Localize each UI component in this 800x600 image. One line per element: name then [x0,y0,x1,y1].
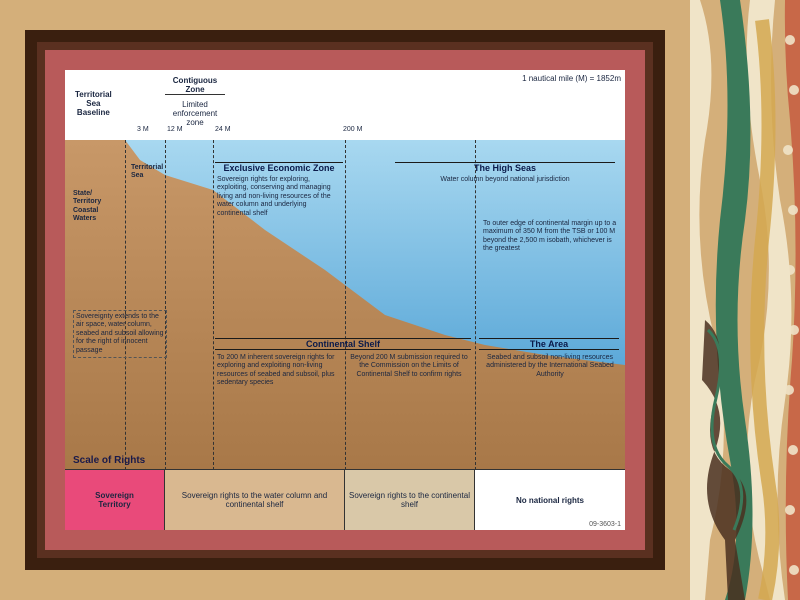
zone-divider [475,140,476,470]
decorative-sidebar [690,0,800,600]
rights-sovereign-territory: Sovereign Territory [65,470,165,530]
eez-body: Sovereign rights for exploring, exploiti… [217,176,341,218]
eez-title: Exclusive Economic Zone [215,162,343,173]
diagram-code: 09-3603-1 [589,521,621,528]
limited-enforcement-label: Limited enforcement zone [170,100,220,127]
dist-12m: 12 M [167,126,183,133]
territorial-sea-title: Territorial Sea [131,164,167,181]
area-title: The Area [479,338,619,350]
zone-divider [213,140,214,470]
zone-divider [345,140,346,470]
zone-divider [165,140,166,470]
rights-water-column: Sovereign rights to the water column and… [165,470,345,530]
shelf-body-b: Beyond 200 M submission required to the … [349,354,469,379]
high-seas-title: The High Seas [395,162,615,173]
nautical-mile-note: 1 nautical mile (M) = 1852m [522,74,621,83]
coastal-waters-title: State/ Territory Coastal Waters [73,190,121,224]
dist-200m: 200 M [343,126,362,133]
maritime-zones-diagram: Territorial Sea Baseline Contiguous Zone… [65,70,625,530]
picture-frame-outer: Territorial Sea Baseline Contiguous Zone… [25,30,665,570]
picture-frame-mid: Territorial Sea Baseline Contiguous Zone… [37,42,653,558]
contiguous-zone-label: Contiguous Zone [165,76,225,95]
dist-3m: 3 M [137,126,149,133]
rights-continental-shelf: Sovereign rights to the continental shel… [345,470,475,530]
sovereignty-note: Sovereignty extends to the air space, wa… [73,310,167,358]
shelf-body-a: To 200 M inherent sovereign rights for e… [217,354,341,388]
rights-row: Sovereign Territory Sovereign rights to … [65,469,625,530]
scale-of-rights-label: Scale of Rights [73,455,145,466]
zone-divider [125,140,126,470]
area-body: Seabed and subsoil non-living resources … [481,354,619,379]
shelf-title: Continental Shelf [215,338,471,350]
picture-mat: Territorial Sea Baseline Contiguous Zone… [45,50,645,550]
dist-24m: 24 M [215,126,231,133]
margin-note: To outer edge of continental margin up t… [483,220,619,254]
tsb-label: Territorial Sea Baseline [75,90,112,117]
high-seas-body: Water column beyond national jurisdictio… [425,176,585,184]
